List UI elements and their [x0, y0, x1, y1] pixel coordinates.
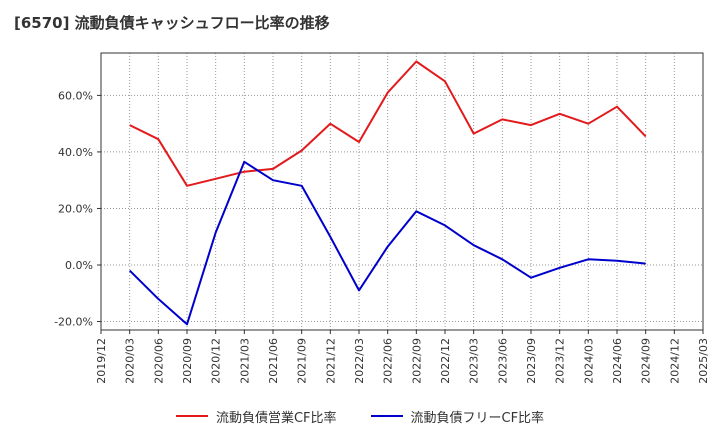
x-tick-label: 2021/06 — [267, 338, 280, 384]
legend-item-free-cf: 流動負債フリーCF比率 — [370, 407, 545, 426]
x-tick-label: 2022/09 — [410, 338, 423, 384]
x-tick-label: 2025/03 — [697, 338, 710, 384]
legend-swatch-blue — [370, 415, 403, 417]
legend-label-operating-cf: 流動負債営業CF比率 — [215, 410, 337, 426]
series-line-free-cf — [128, 160, 646, 326]
y-tick-label: -20.0% — [54, 316, 93, 329]
series-line-operating-cf — [129, 60, 647, 187]
x-tick-label: 2019/12 — [95, 338, 108, 384]
y-tick-label: 60.0% — [58, 89, 93, 102]
x-tick-label: 2020/06 — [152, 338, 165, 384]
axes — [97, 52, 704, 334]
x-tick-label: 2024/12 — [668, 338, 681, 384]
x-tick-label: 2022/12 — [439, 338, 452, 384]
legend-swatch-red — [175, 415, 208, 417]
y-tick-label: 40.0% — [58, 146, 93, 159]
x-tick-label: 2024/06 — [611, 338, 624, 384]
x-tick-label: 2022/06 — [382, 338, 395, 384]
x-tick-label: 2023/03 — [468, 338, 481, 384]
x-tick-label: 2023/12 — [554, 338, 567, 384]
x-tick-label: 2020/09 — [181, 338, 194, 384]
plot-area — [101, 53, 703, 330]
x-tick-label: 2024/09 — [640, 338, 653, 384]
legend: 流動負債営業CF比率 流動負債フリーCF比率 — [0, 404, 720, 428]
x-axis-labels: 2019/12 2020/03 2020/06 2020/09 2020/12 2021/… — [95, 338, 710, 384]
plot-frame — [100, 52, 704, 331]
grid — [101, 53, 703, 330]
x-tick-label: 2023/09 — [525, 338, 538, 384]
x-tick-label: 2021/12 — [324, 338, 337, 384]
y-tick-label: 0.0% — [65, 259, 93, 272]
x-tick-label: 2020/03 — [124, 338, 137, 384]
series-lines — [128, 60, 647, 326]
x-tick-label: 2022/03 — [353, 338, 366, 384]
x-tick-label: 2021/03 — [238, 338, 251, 384]
chart-title: [6570] 流動負債キャッシュフロー比率の推移 — [14, 14, 330, 32]
legend-label-free-cf: 流動負債フリーCF比率 — [410, 410, 545, 426]
legend-item-operating-cf: 流動負債営業CF比率 — [175, 407, 337, 426]
y-tick-label: 20.0% — [58, 202, 93, 215]
y-axis-labels: -20.0% 0.0% 20.0% 40.0% 60.0% — [54, 89, 93, 328]
x-tick-label: 2021/09 — [296, 338, 309, 384]
x-tick-label: 2024/03 — [582, 338, 595, 384]
x-tick-label: 2020/12 — [210, 338, 223, 384]
x-tick-label: 2023/06 — [496, 338, 509, 384]
